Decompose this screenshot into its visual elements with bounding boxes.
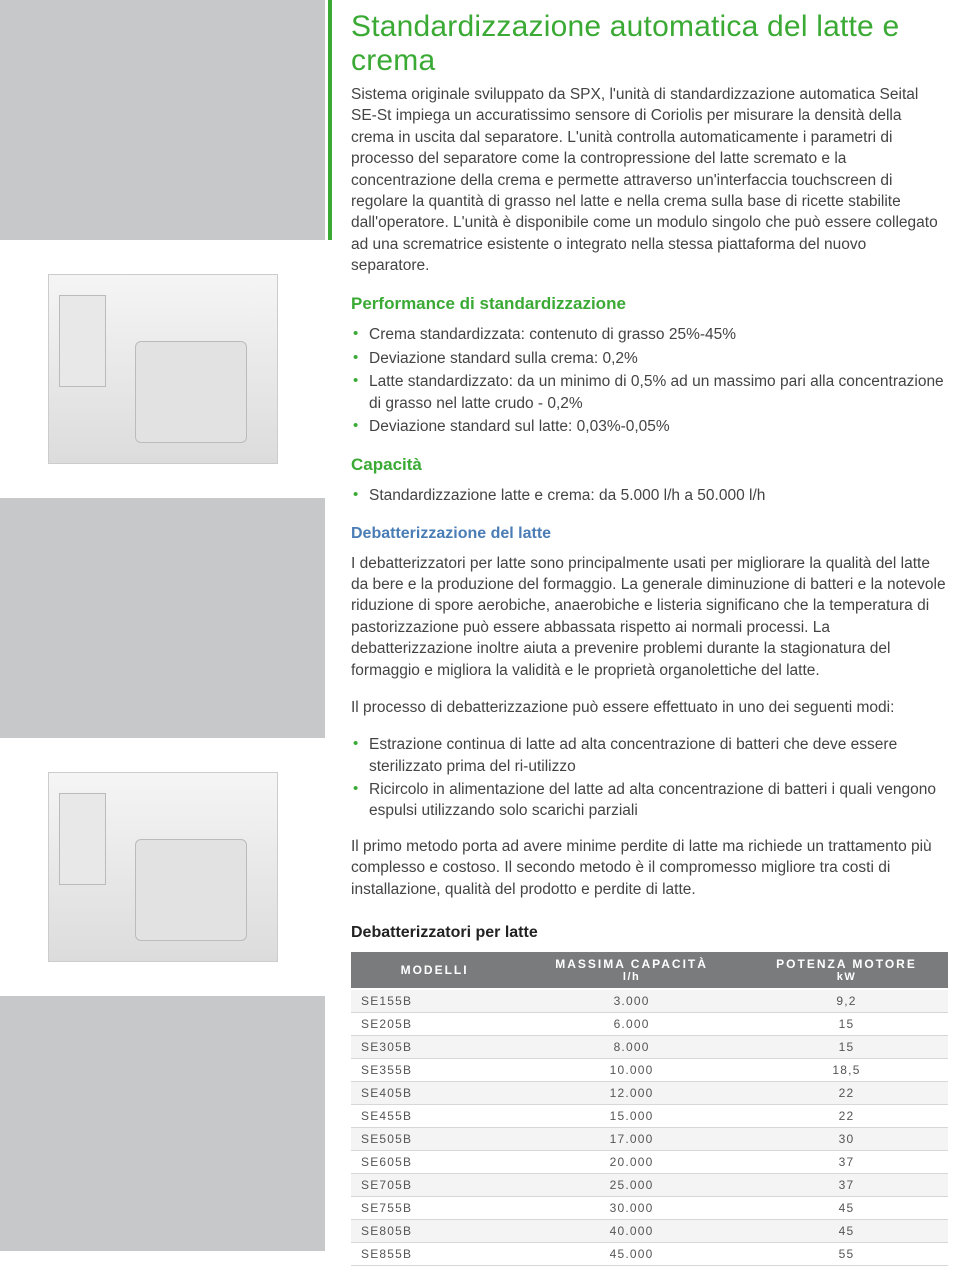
- sidebar-image-2: [0, 748, 325, 986]
- cell-power: 45: [745, 1196, 948, 1219]
- list-item: Estrazione continua di latte ad alta con…: [365, 734, 948, 777]
- debact-methods-list: Estrazione continua di latte ad alta con…: [351, 734, 948, 822]
- cell-capacity: 30.000: [518, 1196, 745, 1219]
- table-row: SE405B12.00022: [351, 1081, 948, 1104]
- main-content: Standardizzazione automatica del latte e…: [335, 0, 960, 1286]
- cell-model: SE305B: [351, 1035, 518, 1058]
- table-row: SE755B30.00045: [351, 1196, 948, 1219]
- cell-model: SE355B: [351, 1058, 518, 1081]
- list-item: Ricircolo in alimentazione del latte ad …: [365, 779, 948, 822]
- col-header-sublabel: kW: [753, 971, 940, 983]
- col-header-model: MODELLI: [351, 952, 518, 989]
- sidebar-gap: [0, 738, 325, 748]
- cell-model: SE455B: [351, 1104, 518, 1127]
- table-row: SE305B8.00015: [351, 1035, 948, 1058]
- col-header-label: MODELLI: [401, 963, 469, 977]
- cell-model: SE605B: [351, 1150, 518, 1173]
- table-row: SE805B40.00045: [351, 1219, 948, 1242]
- cell-model: SE205B: [351, 1012, 518, 1035]
- cell-power: 37: [745, 1173, 948, 1196]
- performance-list: Crema standardizzata: contenuto di grass…: [351, 324, 948, 437]
- cell-power: 37: [745, 1150, 948, 1173]
- sidebar-gap: [0, 488, 325, 498]
- table-body: SE155B3.0009,2SE205B6.00015SE305B8.00015…: [351, 989, 948, 1266]
- sidebar-grey-block: [0, 0, 325, 240]
- cell-capacity: 8.000: [518, 1035, 745, 1058]
- cell-capacity: 45.000: [518, 1242, 745, 1265]
- debact-paragraph-2: Il processo di debatterizzazione può ess…: [351, 697, 948, 718]
- list-item: Deviazione standard sul latte: 0,03%-0,0…: [365, 416, 948, 437]
- equipment-illustration: [48, 274, 278, 464]
- table-row: SE705B25.00037: [351, 1173, 948, 1196]
- sidebar-gap: [0, 986, 325, 996]
- table-row: SE455B15.00022: [351, 1104, 948, 1127]
- list-item: Crema standardizzata: contenuto di grass…: [365, 324, 948, 345]
- table-row: SE855B45.00055: [351, 1242, 948, 1265]
- col-header-power: POTENZA MOTOREkW: [745, 952, 948, 989]
- cell-capacity: 17.000: [518, 1127, 745, 1150]
- performance-heading: Performance di standardizzazione: [351, 294, 948, 314]
- table-row: SE605B20.00037: [351, 1150, 948, 1173]
- vertical-accent-divider: [325, 0, 335, 1286]
- table-title: Debatterizzatori per latte: [351, 924, 948, 942]
- cell-power: 22: [745, 1104, 948, 1127]
- cell-capacity: 6.000: [518, 1012, 745, 1035]
- cell-power: 55: [745, 1242, 948, 1265]
- debact-paragraph-1: I debatterizzatori per latte sono princi…: [351, 553, 948, 681]
- col-header-sublabel: l/h: [526, 971, 737, 983]
- col-header-label: POTENZA MOTORE: [776, 957, 917, 971]
- cell-capacity: 3.000: [518, 989, 745, 1013]
- page-title: Standardizzazione automatica del latte e…: [351, 10, 948, 78]
- intro-paragraph: Sistema originale sviluppato da SPX, l'u…: [351, 84, 948, 276]
- table-header: MODELLI MASSIMA CAPACITÀl/h POTENZA MOTO…: [351, 952, 948, 989]
- col-header-label: MASSIMA CAPACITÀ: [555, 957, 708, 971]
- table-row: SE155B3.0009,2: [351, 989, 948, 1013]
- debact-table: MODELLI MASSIMA CAPACITÀl/h POTENZA MOTO…: [351, 952, 948, 1266]
- debact-paragraph-3: Il primo metodo porta ad avere minime pe…: [351, 836, 948, 900]
- cell-power: 22: [745, 1081, 948, 1104]
- list-item: Deviazione standard sulla crema: 0,2%: [365, 348, 948, 369]
- cell-power: 30: [745, 1127, 948, 1150]
- cell-model: SE755B: [351, 1196, 518, 1219]
- cell-model: SE155B: [351, 989, 518, 1013]
- cell-capacity: 20.000: [518, 1150, 745, 1173]
- cell-capacity: 40.000: [518, 1219, 745, 1242]
- cell-power: 45: [745, 1219, 948, 1242]
- table-row: SE355B10.00018,5: [351, 1058, 948, 1081]
- sidebar: [0, 0, 325, 1286]
- page: Standardizzazione automatica del latte e…: [0, 0, 960, 1286]
- cell-power: 15: [745, 1035, 948, 1058]
- equipment-illustration: [48, 772, 278, 962]
- list-item: Latte standardizzato: da un minimo di 0,…: [365, 371, 948, 414]
- cell-capacity: 12.000: [518, 1081, 745, 1104]
- sidebar-gap: [0, 240, 325, 250]
- capacity-list: Standardizzazione latte e crema: da 5.00…: [351, 485, 948, 506]
- cell-model: SE705B: [351, 1173, 518, 1196]
- cell-model: SE855B: [351, 1242, 518, 1265]
- capacity-heading: Capacità: [351, 455, 948, 475]
- cell-capacity: 25.000: [518, 1173, 745, 1196]
- cell-power: 9,2: [745, 989, 948, 1013]
- cell-model: SE505B: [351, 1127, 518, 1150]
- cell-power: 15: [745, 1012, 948, 1035]
- table-row: SE505B17.00030: [351, 1127, 948, 1150]
- sidebar-image-1: [0, 250, 325, 488]
- list-item: Standardizzazione latte e crema: da 5.00…: [365, 485, 948, 506]
- sidebar-grey-block: [0, 996, 325, 1251]
- sidebar-grey-block: [0, 498, 325, 738]
- cell-model: SE805B: [351, 1219, 518, 1242]
- cell-capacity: 15.000: [518, 1104, 745, 1127]
- table-row: SE205B6.00015: [351, 1012, 948, 1035]
- col-header-capacity: MASSIMA CAPACITÀl/h: [518, 952, 745, 989]
- cell-power: 18,5: [745, 1058, 948, 1081]
- cell-capacity: 10.000: [518, 1058, 745, 1081]
- debact-heading: Debatterizzazione del latte: [351, 525, 948, 543]
- cell-model: SE405B: [351, 1081, 518, 1104]
